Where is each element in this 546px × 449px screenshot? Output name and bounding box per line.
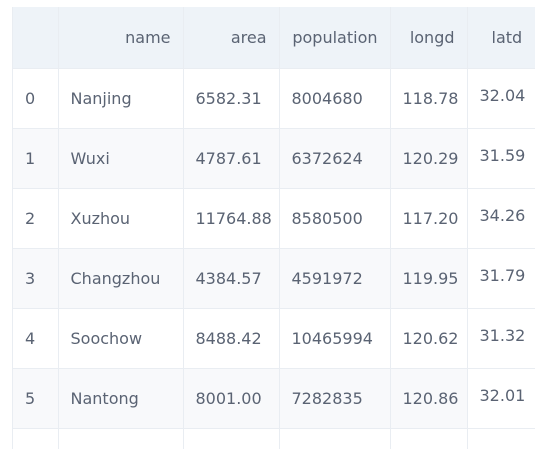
column-header-longd[interactable]: longd [390, 7, 468, 69]
longd-cell: 120.62 [390, 308, 468, 369]
column-header-area[interactable]: area [183, 7, 280, 69]
name-cell: Nantong [58, 368, 184, 429]
table-row[interactable]: 5 Nantong 8001.00 7282835 120.86 32.01 [13, 368, 535, 429]
latd-cell: 32.04 [467, 68, 535, 129]
table-row[interactable]: 0 Nanjing 6582.31 8004680 118.78 32.04 [13, 68, 535, 129]
table-row[interactable]: 4 Soochow 8488.42 10465994 120.62 31.32 [13, 308, 535, 369]
column-header-name[interactable]: name [58, 7, 184, 69]
area-cell: 4787.61 [183, 128, 280, 189]
row-index-cell: 4 [13, 308, 59, 369]
longd-cell [390, 428, 468, 449]
latd-cell: 32.01 [467, 368, 535, 429]
table-header-row: name area population longd latd [13, 7, 535, 69]
population-cell: 8580500 [279, 188, 391, 249]
longd-cell: 119.95 [390, 248, 468, 309]
area-cell: 8488.42 [183, 308, 280, 369]
row-index-cell [13, 428, 59, 449]
population-cell: 4591972 [279, 248, 391, 309]
longd-cell: 120.86 [390, 368, 468, 429]
row-index-cell: 0 [13, 68, 59, 129]
name-cell: Wuxi [58, 128, 184, 189]
name-cell: Nanjing [58, 68, 184, 129]
row-index-cell: 3 [13, 248, 59, 309]
row-index-cell: 5 [13, 368, 59, 429]
longd-cell: 120.29 [390, 128, 468, 189]
column-header-latd[interactable]: latd [467, 7, 535, 69]
row-index-cell: 1 [13, 128, 59, 189]
table-row[interactable]: 2 Xuzhou 11764.88 8580500 117.20 34.26 [13, 188, 535, 249]
population-cell: 10465994 [279, 308, 391, 369]
name-cell [58, 428, 184, 449]
population-cell: 7282835 [279, 368, 391, 429]
latd-cell: 34.26 [467, 188, 535, 249]
name-cell: Soochow [58, 308, 184, 369]
area-cell: 6582.31 [183, 68, 280, 129]
longd-cell: 117.20 [390, 188, 468, 249]
table-row-partial[interactable] [13, 428, 535, 449]
population-cell: 8004680 [279, 68, 391, 129]
name-cell: Changzhou [58, 248, 184, 309]
latd-cell [467, 428, 535, 449]
table-row[interactable]: 3 Changzhou 4384.57 4591972 119.95 31.79 [13, 248, 535, 309]
longd-cell: 118.78 [390, 68, 468, 129]
column-header-population[interactable]: population [279, 7, 391, 69]
area-cell: 11764.88 [183, 188, 280, 249]
table-row[interactable]: 1 Wuxi 4787.61 6372624 120.29 31.59 [13, 128, 535, 189]
data-table: name area population longd latd 0 Nanjin… [13, 7, 535, 449]
area-cell [183, 428, 280, 449]
data-table-container: name area population longd latd 0 Nanjin… [12, 7, 535, 449]
row-index-cell: 2 [13, 188, 59, 249]
latd-cell: 31.32 [467, 308, 535, 369]
area-cell: 4384.57 [183, 248, 280, 309]
name-cell: Xuzhou [58, 188, 184, 249]
population-cell [279, 428, 391, 449]
population-cell: 6372624 [279, 128, 391, 189]
column-header-index[interactable] [13, 7, 59, 69]
area-cell: 8001.00 [183, 368, 280, 429]
latd-cell: 31.59 [467, 128, 535, 189]
latd-cell: 31.79 [467, 248, 535, 309]
